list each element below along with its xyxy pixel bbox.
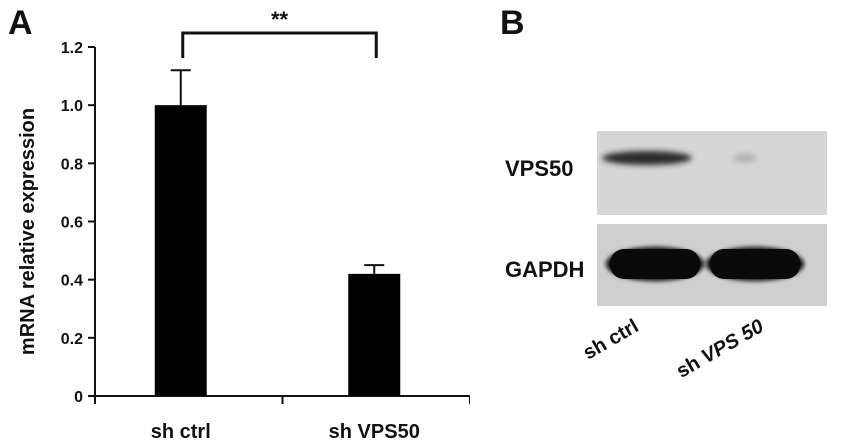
significance-label: **	[271, 7, 289, 32]
y-tick-label: 1.0	[61, 98, 83, 115]
lane-label: sh VPS 50	[673, 315, 768, 382]
blot-label-gapdh: GAPDH	[505, 257, 584, 282]
blot-band	[602, 151, 692, 165]
lane-labels: sh ctrl sh VPS 50	[580, 315, 768, 382]
y-tick-label: 0.6	[61, 215, 83, 232]
y-tick-label: 0.8	[61, 156, 83, 173]
blot-band	[606, 247, 704, 281]
blot-bands	[602, 151, 804, 281]
chart-axes: 0 0.2 0.4 0.6 0.8 1.0 1.2 sh ctrl sh VPS50	[61, 40, 470, 443]
y-axis-title: mRNA relative expression	[17, 108, 39, 355]
blot-band	[733, 153, 757, 163]
y-tick-label: 0.4	[61, 273, 83, 290]
y-tick-label: 0.2	[61, 331, 83, 348]
x-category-label: sh VPS50	[329, 421, 420, 443]
bar	[154, 105, 207, 397]
bar-chart: 0 0.2 0.4 0.6 0.8 1.0 1.2 sh ctrl sh VPS50 ** mR…	[17, 7, 470, 443]
blot-band-core	[610, 249, 700, 279]
blot-membrane-gapdh	[597, 224, 827, 306]
blot-membrane-vps50	[597, 131, 827, 215]
panel-b-letter: B	[500, 4, 525, 42]
bar	[348, 273, 401, 396]
x-category-label: sh ctrl	[151, 421, 211, 443]
chart-marks: **	[154, 7, 401, 397]
blot-label-vps50: VPS50	[505, 156, 574, 181]
panel-a-letter: A	[8, 4, 33, 42]
blot-band-core	[710, 249, 800, 279]
blot-band	[706, 247, 804, 281]
significance-bracket	[181, 31, 378, 58]
lane-label: sh ctrl	[580, 315, 643, 364]
y-tick-label: 0	[74, 389, 83, 406]
y-tick-label: 1.2	[61, 40, 83, 57]
